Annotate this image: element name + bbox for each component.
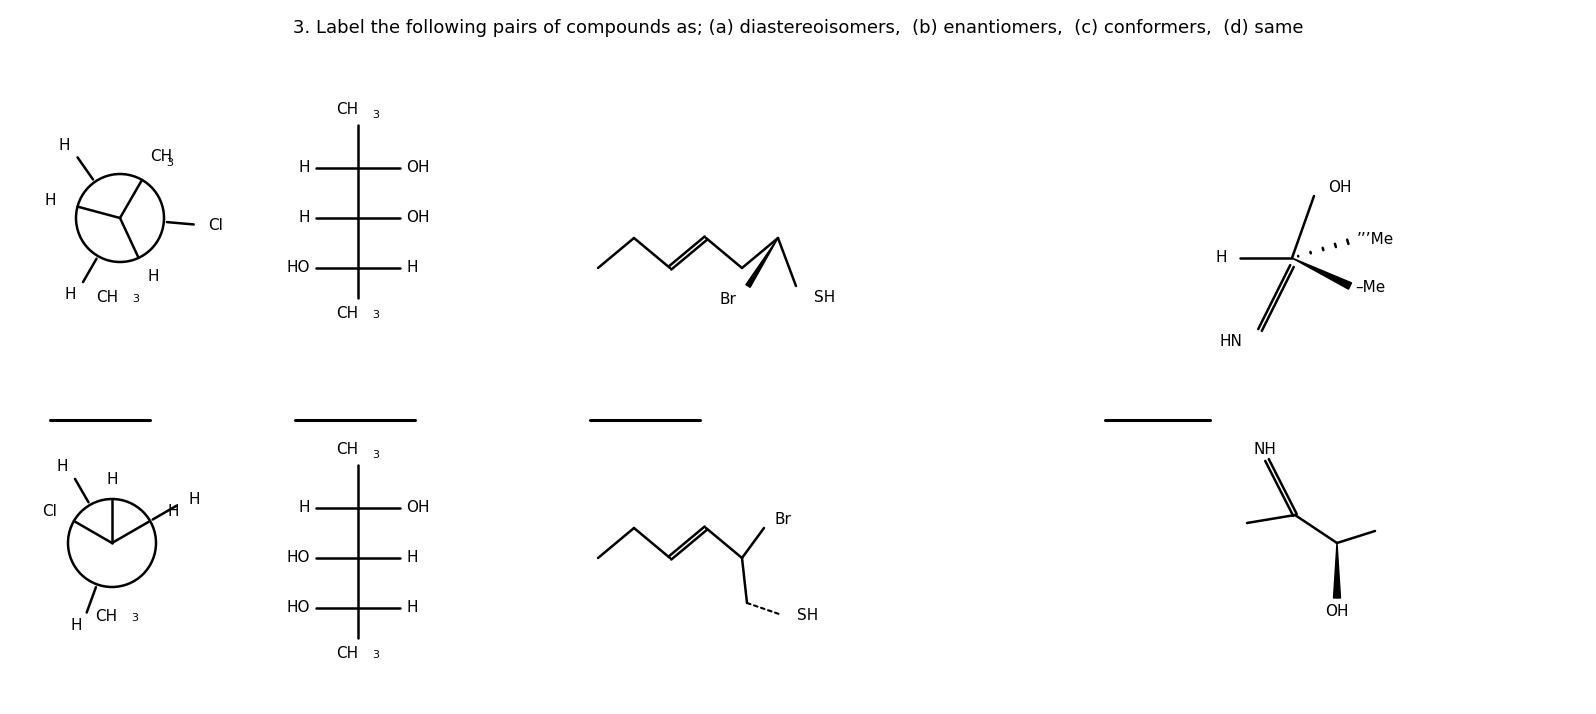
Text: H: H — [64, 287, 77, 302]
Text: H: H — [56, 459, 69, 474]
Text: ’’’Me: ’’’Me — [1357, 233, 1395, 248]
Text: H: H — [405, 261, 418, 276]
Text: H: H — [405, 550, 418, 565]
Text: HO: HO — [287, 550, 310, 565]
Text: 3: 3 — [372, 450, 378, 460]
Text: H: H — [298, 211, 310, 226]
Text: 3: 3 — [372, 650, 378, 660]
Text: H: H — [147, 268, 158, 283]
Text: H: H — [168, 503, 179, 518]
Text: H: H — [70, 618, 81, 633]
Text: 3: 3 — [372, 310, 378, 320]
Text: CH: CH — [96, 290, 118, 305]
Text: H: H — [45, 193, 56, 208]
Text: 3. Label the following pairs of compounds as; (a) diastereoisomers,  (b) enantio: 3. Label the following pairs of compound… — [292, 19, 1304, 37]
Text: CH: CH — [94, 609, 117, 624]
Text: HO: HO — [287, 261, 310, 276]
Text: OH: OH — [405, 501, 429, 516]
Text: SH: SH — [814, 291, 835, 306]
Text: CH: CH — [335, 306, 358, 321]
Text: 3: 3 — [131, 613, 137, 623]
Text: Br: Br — [720, 293, 736, 308]
Text: H: H — [107, 471, 118, 486]
Polygon shape — [745, 238, 777, 287]
Text: CH: CH — [335, 102, 358, 117]
Text: SH: SH — [796, 608, 819, 623]
Text: 3: 3 — [372, 110, 378, 120]
Text: H: H — [1216, 251, 1227, 266]
Text: Cl: Cl — [41, 503, 56, 518]
Text: CH: CH — [335, 646, 358, 661]
Text: OH: OH — [1325, 605, 1349, 620]
Text: Br: Br — [774, 513, 792, 528]
Text: HN: HN — [1219, 334, 1242, 349]
Text: H: H — [298, 501, 310, 516]
Text: CH: CH — [335, 442, 358, 457]
Text: 3: 3 — [132, 294, 139, 304]
Text: OH: OH — [1328, 181, 1352, 196]
Text: H: H — [405, 600, 418, 615]
Text: CH: CH — [150, 149, 172, 164]
Text: H: H — [298, 161, 310, 176]
Text: HO: HO — [287, 600, 310, 615]
Text: Cl: Cl — [207, 218, 222, 233]
Polygon shape — [1293, 258, 1352, 289]
Text: OH: OH — [405, 211, 429, 226]
Polygon shape — [1334, 543, 1341, 598]
Text: –Me: –Me — [1355, 281, 1385, 296]
Text: OH: OH — [405, 161, 429, 176]
Text: H: H — [188, 491, 200, 506]
Text: NH: NH — [1253, 443, 1277, 458]
Text: H: H — [57, 139, 70, 154]
Text: 3: 3 — [166, 158, 172, 168]
